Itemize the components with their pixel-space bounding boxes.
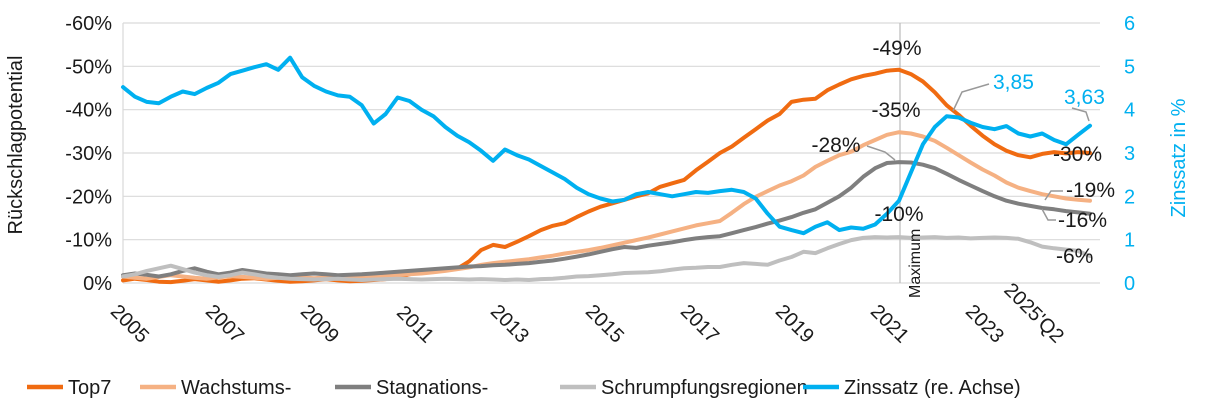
x-tick-2005: 2005 <box>106 301 153 348</box>
right-tick-4: 4 <box>1124 100 1135 122</box>
legend: Top7 Wachstums- Stagnations- Schrumpfungsre… <box>27 377 1021 399</box>
legend-label-stagnations: Stagnations- <box>376 377 488 399</box>
left-tick--40%: -40% <box>65 100 112 122</box>
x-tick-2007: 2007 <box>201 301 248 348</box>
x-tick-2019: 2019 <box>771 301 818 348</box>
series-line-top7 <box>121 67 1092 285</box>
annotation-stagnations-end: -16% <box>1058 209 1107 232</box>
legend-label-top7: Top7 <box>68 377 111 399</box>
annotation-zinssatz-peak: 3,85 <box>993 71 1034 94</box>
annotation-top7-peak: -49% <box>872 37 921 60</box>
x-tick-2009: 2009 <box>296 301 343 348</box>
left-tick-0%: 0% <box>83 273 112 295</box>
right-axis-ticks: 6 5 4 3 2 1 0 <box>1124 13 1135 295</box>
annotation-maximum-marker: Maximum <box>907 229 924 298</box>
legend-item-top7: Top7 <box>27 377 111 399</box>
left-axis-title: Rückschlagpotential <box>5 56 27 235</box>
annotations: -49% -35% -28% -10% -30% -19% -16% -6% 3,85 3,63 M… <box>811 37 1115 298</box>
left-tick--30%: -30% <box>65 143 112 165</box>
right-tick-5: 5 <box>1124 56 1135 78</box>
left-tick--20%: -20% <box>65 186 112 208</box>
annotation-wachstums-peak: -35% <box>871 99 920 122</box>
x-tick-2023: 2023 <box>961 301 1008 348</box>
series-line-schrumpfungsregionen <box>121 235 1092 282</box>
right-axis-title: Zinssatz in % <box>1168 98 1190 217</box>
left-axis-ticks: -60% -50% -40% -30% -20% -10% 0% <box>65 13 112 295</box>
legend-item-wachstums: Wachstums- <box>140 377 291 399</box>
annotation-top7-end: -30% <box>1053 143 1102 166</box>
left-tick--50%: -50% <box>65 56 112 78</box>
annotation-wachstums-end: -19% <box>1066 179 1115 202</box>
annotation-stagnations-peak: -28% <box>811 134 860 157</box>
annotation-schrumpfungs-end: -6% <box>1056 245 1093 268</box>
right-tick-6: 6 <box>1124 13 1135 35</box>
annotation-zinssatz-end: 3,63 <box>1064 86 1105 109</box>
left-tick--60%: -60% <box>65 13 112 35</box>
right-tick-2: 2 <box>1124 186 1135 208</box>
leader-wachstums-end <box>1044 190 1063 201</box>
leader-zinssatz-peak <box>952 83 990 112</box>
right-tick-1: 1 <box>1124 230 1135 252</box>
legend-label-zinssatz-re-achse: Zinssatz (re. Achse) <box>844 377 1021 399</box>
legend-label-schrumpfungsregionen: Schrumpfungsregionen <box>601 377 808 399</box>
leader-stagnations-peak <box>866 145 896 161</box>
legend-item-zinssatz-re-achse: Zinssatz (re. Achse) <box>803 377 1021 399</box>
x-tick-2013: 2013 <box>486 301 533 348</box>
leader-zinssatz-end <box>1071 107 1090 122</box>
series-line-stagnations <box>121 160 1092 279</box>
annotation-schrumpfungs-peak: -10% <box>874 203 923 226</box>
annotation-leader-lines <box>866 83 1090 221</box>
right-tick-3: 3 <box>1124 143 1135 165</box>
x-tick-2021: 2021 <box>866 301 913 348</box>
legend-item-stagnations: Stagnations- <box>335 377 488 399</box>
series-line-zinssatz-re-achse <box>121 55 1092 236</box>
x-tick-2015: 2015 <box>581 301 628 348</box>
legend-item-schrumpfungsregionen: Schrumpfungsregionen <box>560 377 808 399</box>
leader-stagnations-end <box>1041 208 1056 221</box>
legend-label-wachstums: Wachstums- <box>181 377 291 399</box>
data-series <box>121 55 1092 285</box>
x-tick-2017: 2017 <box>676 301 723 348</box>
left-tick--10%: -10% <box>65 230 112 252</box>
right-tick-0: 0 <box>1124 273 1135 295</box>
x-tick-2011: 2011 <box>392 302 438 348</box>
x-tick-2025-q2: 2025'Q2 <box>999 279 1068 348</box>
